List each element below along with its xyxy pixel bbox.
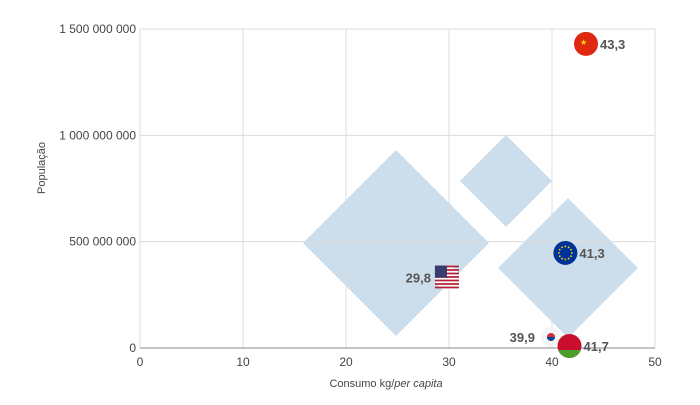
flag-star <box>558 255 561 258</box>
y-tick-label: 500 000 000 <box>69 235 136 249</box>
watermark-diamond <box>498 198 638 338</box>
x-tick-label: 50 <box>648 355 662 369</box>
flag-star: ★ <box>580 38 587 47</box>
data-point-usa: 29,8 <box>406 265 459 290</box>
y-axis-label: População <box>36 142 48 194</box>
data-label: 43,3 <box>600 37 625 52</box>
flag-star <box>561 257 564 260</box>
x-axis-label-prefix: Consumo kg/ <box>329 378 395 390</box>
flag-star <box>570 255 572 258</box>
axes: 0 10 20 30 40 50 0 500 000 000 1 000 000 000 1 50… <box>59 22 662 369</box>
y-tick-label: 1 500 000 000 <box>59 22 136 36</box>
flag-star <box>570 248 572 251</box>
y-tick-label: 1 000 000 000 <box>59 128 136 142</box>
data-label: 41,3 <box>579 246 604 261</box>
x-tick-label: 40 <box>545 355 559 369</box>
flag-stripe <box>558 350 581 358</box>
flag-star <box>564 258 567 261</box>
grid <box>139 28 656 349</box>
flag-stripe <box>434 279 459 282</box>
x-tick-label: 30 <box>442 355 456 369</box>
data-point-china: ★ 43,3 <box>573 31 625 56</box>
flag-star <box>561 246 564 249</box>
flag-star <box>558 248 561 251</box>
watermark-diamond <box>460 135 552 227</box>
x-axis-label-italic: per capita <box>393 378 442 390</box>
data-label: 41,7 <box>584 339 609 354</box>
flag-stripe <box>434 283 459 285</box>
y-tick-label: 0 <box>129 341 136 355</box>
data-label: 29,8 <box>406 271 431 286</box>
data-point-south-korea: 39,9 <box>510 326 561 347</box>
flag-star <box>564 245 567 248</box>
x-tick-label: 20 <box>339 355 353 369</box>
x-axis-label: Consumo kg/per capita <box>329 378 442 390</box>
data-label: 39,9 <box>510 330 535 345</box>
flag-star <box>570 252 573 254</box>
data-point-belarus: 41,7 <box>557 334 609 359</box>
watermark-diamond <box>303 150 489 336</box>
watermark-logo <box>303 135 638 338</box>
flag-stripe <box>434 286 459 289</box>
x-tick-label: 10 <box>236 355 250 369</box>
flag-star <box>567 246 570 249</box>
flag-european-union-icon <box>553 240 578 265</box>
data-points: ★ 43,3 41,3 29,8 39,9 41,7 <box>406 31 625 359</box>
flag-star <box>557 252 560 254</box>
flag-china-icon <box>573 31 598 56</box>
x-tick-label: 0 <box>137 355 144 369</box>
flag-taegeuk <box>546 336 555 341</box>
flag-star <box>567 257 570 260</box>
data-point-european-union: 41,3 <box>553 240 605 265</box>
flag-canton <box>434 265 447 278</box>
